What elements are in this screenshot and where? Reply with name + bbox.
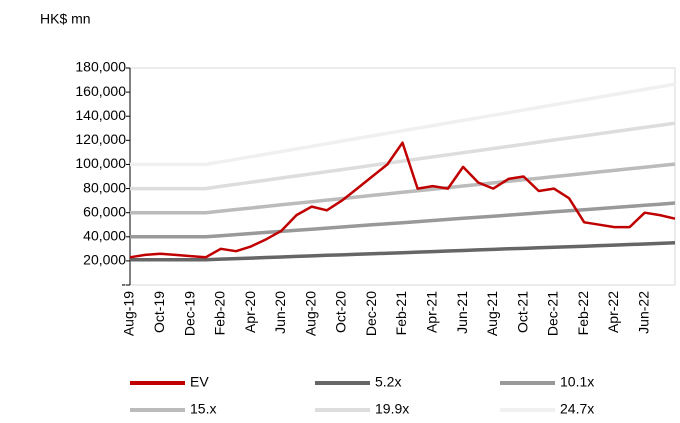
x-tick-label: Dec-19 [181, 291, 197, 336]
y-tick-label: 20,000 [83, 252, 126, 268]
x-tick-label: Feb-22 [575, 291, 591, 336]
y-tick-label: 180,000 [75, 59, 126, 75]
series-line [130, 82, 676, 167]
x-tick-label: Jun-21 [454, 291, 470, 334]
x-tick-label: Jun-20 [272, 291, 288, 334]
legend-label: 19.9x [375, 401, 409, 417]
x-tick-label: Apr-21 [423, 291, 439, 333]
x-tick-label: Oct-21 [514, 291, 530, 333]
y-tick-label: 120,000 [75, 131, 126, 147]
x-tick-label: Oct-19 [151, 291, 167, 333]
y-tick-label: - [121, 276, 126, 292]
legend-label: 15.x [190, 401, 216, 417]
x-tick-label: Feb-20 [212, 291, 228, 336]
x-tick-label: Oct-20 [333, 291, 349, 333]
series-line [130, 162, 676, 215]
x-tick-label: Apr-22 [605, 291, 621, 333]
y-tick-label: 40,000 [83, 227, 126, 243]
y-tick-label: 60,000 [83, 203, 126, 219]
unit-label: HK$ mn [40, 11, 91, 27]
legend-label: 5.2x [375, 374, 401, 390]
x-tick-label: Aug-19 [121, 291, 137, 336]
series-line [130, 241, 676, 262]
series-line [129, 141, 676, 259]
legend-label: 10.1x [560, 374, 594, 390]
y-tick-label: 140,000 [75, 107, 126, 123]
x-tick-label: Feb-21 [393, 291, 409, 336]
y-tick-label: 80,000 [83, 179, 126, 195]
x-tick-label: Jun-22 [635, 291, 651, 334]
x-tick-label: Dec-20 [363, 291, 379, 336]
x-tick-label: Aug-21 [484, 291, 500, 336]
series-line [130, 121, 676, 191]
x-tick-label: Dec-21 [545, 291, 561, 336]
x-tick-label: Aug-20 [302, 291, 318, 336]
legend-label: 24.7x [560, 401, 594, 417]
y-tick-label: 160,000 [75, 83, 126, 99]
legend-label: EV [190, 374, 209, 390]
y-tick-label: 100,000 [75, 155, 126, 171]
series-line [130, 201, 676, 239]
x-tick-label: Apr-20 [242, 291, 258, 333]
